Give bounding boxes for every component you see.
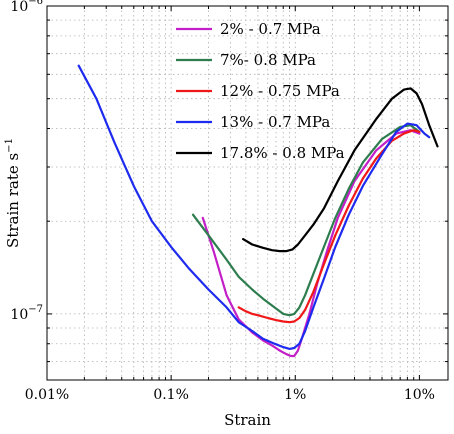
- y-tick-label-exponent: −6: [28, 0, 43, 7]
- x-tick-label: 1%: [284, 387, 306, 403]
- plot-frame: [46, 5, 449, 381]
- series-line: [201, 129, 421, 358]
- legend-label: 17.8% - 0.8 MPa: [220, 144, 345, 162]
- y-tick-label: 10−7: [10, 304, 43, 323]
- series-line: [242, 87, 439, 253]
- x-tick-label: 0.01%: [25, 387, 69, 403]
- legend-label: 13% - 0.7 MPa: [220, 113, 330, 131]
- series-line: [77, 64, 431, 350]
- legend-label: 2% - 0.7 MPa: [220, 20, 321, 38]
- y-tick-label-base: 10: [10, 307, 28, 323]
- x-tick-label: 0.1%: [153, 387, 189, 403]
- x-axis-label: Strain: [224, 411, 271, 429]
- legend-label: 12% - 0.75 MPa: [220, 82, 340, 100]
- series-line: [191, 124, 421, 317]
- y-tick-label: 10−6: [10, 0, 43, 15]
- tick-labels: 0.01% 0.1% 1% 10%10−710−6: [10, 0, 435, 403]
- y-axis-label-text: Strain rate s: [4, 153, 22, 248]
- series-layer: [77, 64, 439, 358]
- legend-label: 7%- 0.8 MPa: [220, 51, 316, 69]
- y-axis-label-exponent: −1: [4, 138, 15, 153]
- y-tick-label-base: 10: [10, 0, 28, 15]
- y-axis-label: Strain rate s−1: [4, 138, 22, 248]
- y-tick-label-exponent: −7: [28, 304, 43, 315]
- legend: 2% - 0.7 MPa 7%- 0.8 MPa 12% - 0.75 MPa 13%…: [176, 20, 345, 162]
- axis-ticks: [46, 5, 448, 380]
- x-tick-label: 10%: [404, 387, 435, 403]
